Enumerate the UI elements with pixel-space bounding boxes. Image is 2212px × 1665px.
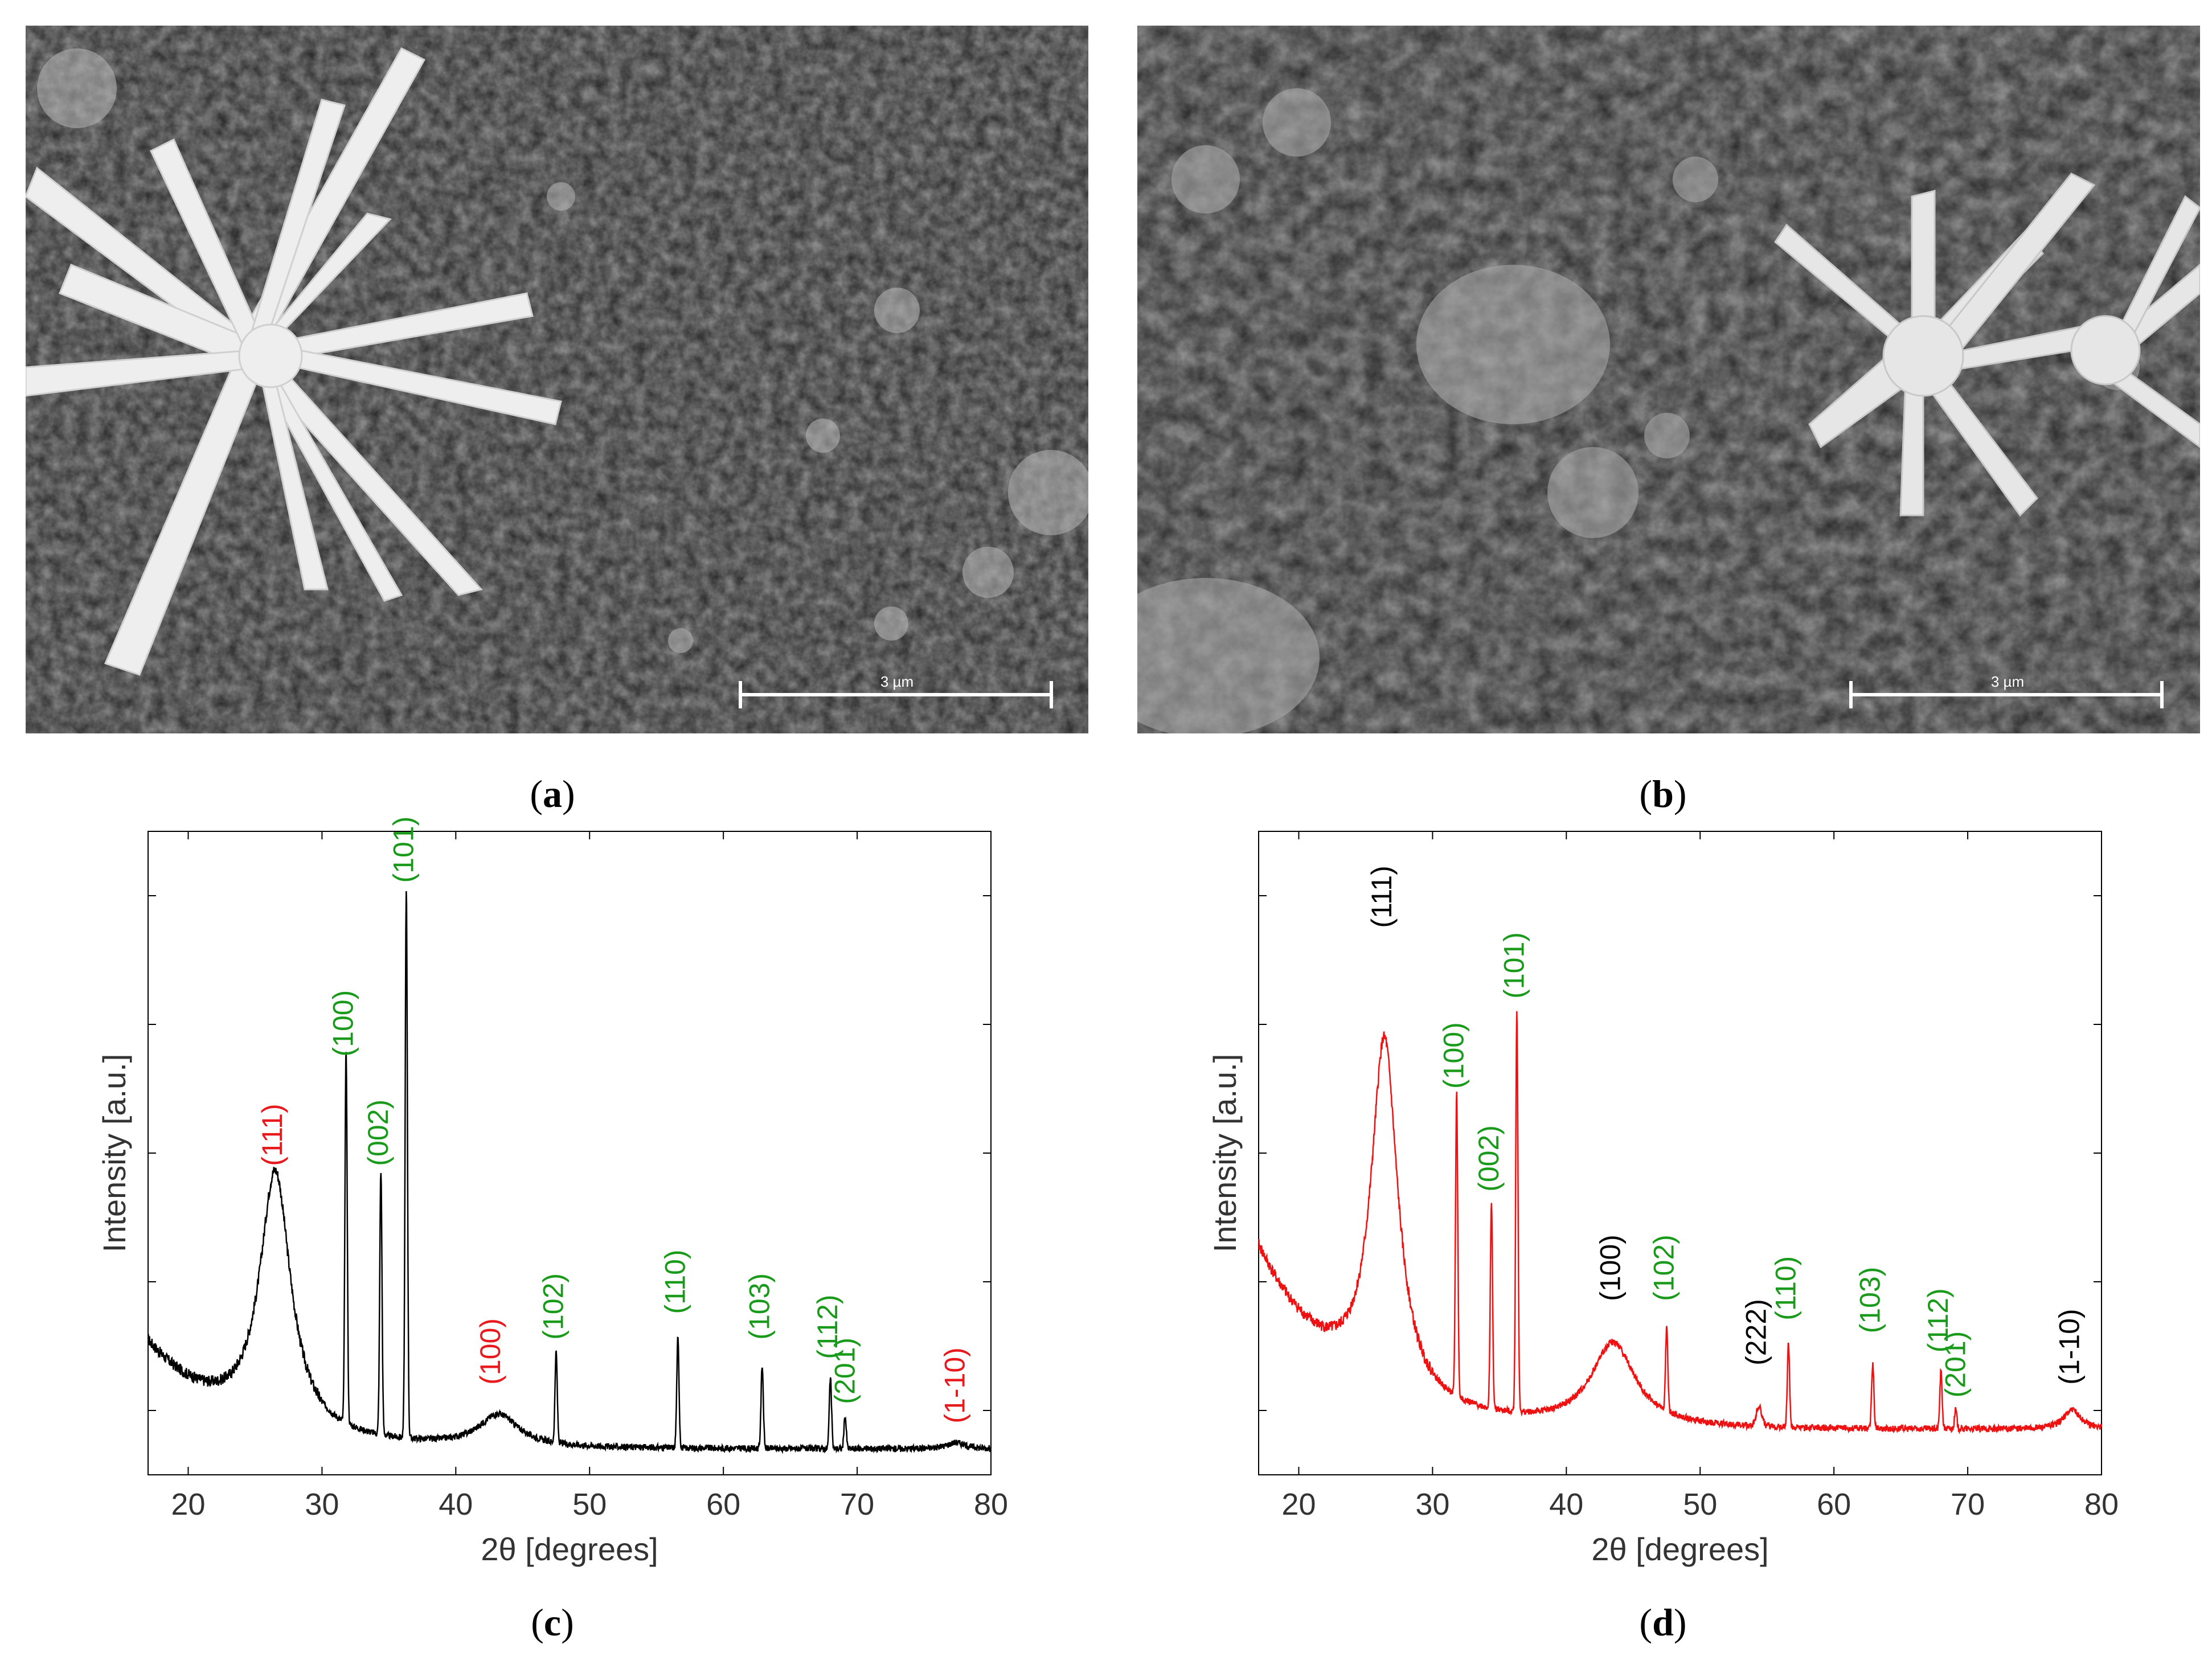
panel-letter-c: c: [543, 1601, 562, 1644]
panel-letter-d: d: [1652, 1601, 1674, 1644]
scale-bar-tick-left: [739, 681, 742, 708]
x-tick-label: 70: [1951, 1487, 1985, 1522]
peak-label: (002): [1473, 1125, 1505, 1192]
x-tick-label: 50: [572, 1487, 607, 1522]
panel-letter-b: b: [1652, 772, 1674, 815]
scale-bar-tick-right: [2160, 681, 2164, 708]
peak-label: (002): [362, 1100, 394, 1166]
crystal-cluster-b: [1774, 173, 2200, 517]
peak-label: (101): [387, 817, 419, 883]
scale-bar-b: 3 µm: [1849, 673, 2165, 712]
peak-label: (103): [1854, 1267, 1886, 1334]
x-tick-label: 80: [2084, 1487, 2119, 1522]
peak-label: (112): [812, 1295, 843, 1359]
x-axis-label: 2θ [degrees]: [481, 1531, 658, 1567]
xrd-chart-c: 20 30 40 50 60 70 80 2θ [degrees] Intensity [a.u…: [85, 817, 1025, 1583]
peak-label: (101): [1498, 932, 1530, 999]
x-tick-label: 50: [1683, 1487, 1717, 1522]
scale-bar-label: 3 µm: [1990, 673, 2025, 690]
scale-bar-tick-left: [1849, 681, 1853, 708]
sem-image-a: 3 µm: [26, 26, 1088, 733]
x-tick-label: 60: [1817, 1487, 1851, 1522]
y-axis-label: Intensity [a.u.]: [96, 1054, 132, 1253]
xrd-trace: [148, 891, 992, 1454]
peak-label: (100): [1438, 1022, 1470, 1089]
scale-bar-a: 3 µm: [739, 673, 1055, 712]
peak-label: (201): [829, 1338, 861, 1404]
xrd-trace: [1257, 1011, 2103, 1434]
peak-label: (1-10): [2053, 1309, 2085, 1384]
scale-bar-tick-right: [1050, 681, 1053, 708]
peak-label: (100): [327, 990, 359, 1057]
scale-bar-line: [739, 693, 1053, 696]
x-tick-label: 20: [1281, 1487, 1316, 1522]
peak-label: (111): [1366, 866, 1398, 928]
crystal-cluster-a: [26, 47, 562, 676]
sem-particles-b: [1137, 88, 2140, 733]
peak-label: (103): [743, 1273, 775, 1340]
sem-texture-b: [1137, 26, 2200, 733]
x-tick-label: 70: [840, 1487, 874, 1522]
xrd-chart-c-svg: 20 30 40 50 60 70 80 2θ [degrees] Intensity [a.u…: [96, 817, 1008, 1567]
peak-label: (1-10): [939, 1347, 970, 1423]
panel-label-c: (c): [531, 1601, 574, 1644]
peak-label: (102): [1648, 1235, 1680, 1301]
scale-bar-label: 3 µm: [880, 673, 914, 690]
panel-label-a: (a): [530, 772, 575, 815]
peak-label: (100): [474, 1318, 506, 1385]
peak-label: (201): [1940, 1331, 1972, 1398]
xrd-chart-d-svg: 20 30 40 50 60 70 80 2θ [degrees] Intensity [a.u…: [1207, 831, 2119, 1567]
panel-label-d: (d): [1639, 1601, 1687, 1644]
y-axis-label: Intensity [a.u.]: [1207, 1054, 1243, 1253]
sem-particles-a: [37, 48, 1088, 653]
xrd-chart-d: 20 30 40 50 60 70 80 2θ [degrees] Intensity [a.u…: [1196, 820, 2136, 1583]
sem-texture-a: [26, 26, 1088, 733]
x-tick-label: 40: [1549, 1487, 1583, 1522]
x-tick-label: 30: [1415, 1487, 1449, 1522]
x-tick-label: 30: [305, 1487, 339, 1522]
panel-label-b: (b): [1639, 772, 1687, 815]
sem-image-b: 3 µm: [1137, 26, 2200, 733]
peak-label: (102): [538, 1273, 570, 1340]
peak-label: (112): [1922, 1288, 1954, 1352]
x-tick-label: 20: [171, 1487, 205, 1522]
x-tick-label: 60: [706, 1487, 740, 1522]
peak-label: (110): [1769, 1256, 1801, 1320]
x-tick-label: 80: [974, 1487, 1008, 1522]
x-axis-label: 2θ [degrees]: [1591, 1531, 1768, 1567]
peak-label: (100): [1595, 1235, 1627, 1301]
scale-bar-line: [1849, 693, 2164, 696]
peak-label: (222): [1740, 1299, 1772, 1365]
x-tick-label: 40: [439, 1487, 473, 1522]
panel-letter-a: a: [543, 772, 562, 815]
peak-label: (110): [659, 1249, 691, 1314]
peak-label: (111): [256, 1104, 288, 1166]
